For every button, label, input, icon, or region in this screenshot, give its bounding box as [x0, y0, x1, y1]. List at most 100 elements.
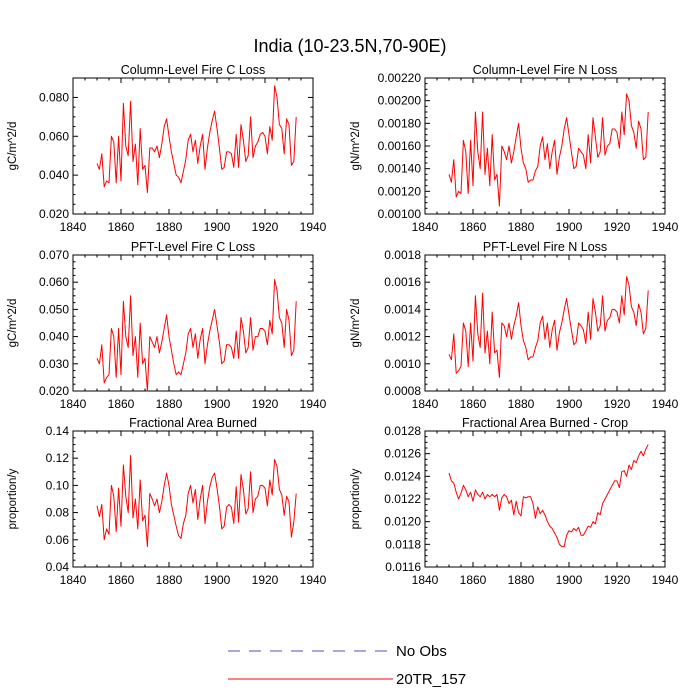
x-tick-label: 1940 — [300, 573, 327, 587]
legend-label-no-obs: No Obs — [396, 643, 447, 660]
y-tick-label: 0.14 — [46, 424, 70, 438]
y-tick-label: 0.00160 — [378, 139, 422, 153]
series-line-20tr-157 — [448, 276, 649, 378]
y-tick-label: 0.040 — [39, 168, 69, 182]
y-axis-label: gC/m^2/d — [7, 122, 19, 171]
panel-title: PFT-Level Fire C Loss — [131, 240, 255, 254]
x-tick-label: 1880 — [508, 397, 535, 411]
y-tick-label: 0.0124 — [384, 469, 421, 483]
plot-frame — [72, 430, 314, 568]
x-tick-label: 1900 — [204, 397, 231, 411]
y-tick-label: 0.030 — [39, 357, 69, 371]
y-tick-label: 0.020 — [39, 384, 69, 398]
x-tick-label: 1900 — [204, 220, 231, 234]
y-tick-label: 0.080 — [39, 90, 69, 104]
y-tick-label: 0.12 — [46, 451, 70, 465]
plot-frame — [424, 254, 666, 392]
series-line-20tr-157 — [448, 444, 649, 548]
x-tick-label: 1920 — [252, 397, 279, 411]
y-tick-label: 0.00100 — [378, 207, 422, 221]
x-tick-label: 1940 — [652, 220, 679, 234]
x-tick-label: 1860 — [460, 397, 487, 411]
x-tick-label: 1840 — [60, 397, 87, 411]
y-tick-label: 0.0010 — [384, 357, 421, 371]
panel-title: Column-Level Fire C Loss — [121, 63, 266, 77]
panel-5: Fractional Area Burned proportion/y 1840 18… — [7, 416, 327, 587]
x-tick-label: 1860 — [460, 573, 487, 587]
legend-label-20tr-157: 20TR_157 — [396, 671, 466, 688]
y-axis-label: proportion/y — [7, 468, 19, 529]
y-tick-label: 0.020 — [39, 207, 69, 221]
panel-title: Fractional Area Burned — [129, 416, 257, 430]
x-tick-label: 1920 — [604, 573, 631, 587]
y-tick-label: 0.050 — [39, 302, 69, 316]
x-tick-label: 1900 — [204, 573, 231, 587]
y-tick-label: 0.00220 — [378, 71, 422, 85]
panel-6: Fractional Area Burned - Crop proportion/… — [350, 416, 679, 587]
x-tick-label: 1840 — [412, 397, 439, 411]
x-tick-label: 1940 — [300, 397, 327, 411]
legend: No Obs 20TR_157 — [228, 643, 466, 688]
panel-grid: Column-Level Fire C Loss gC/m^2/d 1840 1860… — [7, 63, 679, 587]
x-tick-label: 1840 — [412, 573, 439, 587]
y-tick-label: 0.08 — [46, 506, 70, 520]
y-tick-label: 0.10 — [46, 478, 70, 492]
x-tick-label: 1880 — [508, 573, 535, 587]
x-tick-label: 1860 — [108, 573, 135, 587]
y-tick-label: 0.0014 — [384, 302, 421, 316]
series-line-20tr-157 — [96, 454, 297, 548]
y-tick-label: 0.0016 — [384, 275, 421, 289]
figure-title: India (10-23.5N,70-90E) — [253, 36, 446, 56]
x-tick-label: 1840 — [60, 573, 87, 587]
x-tick-label: 1940 — [652, 397, 679, 411]
plot-frame — [424, 430, 666, 568]
x-tick-label: 1880 — [156, 397, 183, 411]
y-axis-label: gN/m^2/d — [350, 299, 362, 348]
y-axis-label: gN/m^2/d — [350, 122, 362, 171]
y-tick-label: 0.00120 — [378, 184, 422, 198]
panel-title: Fractional Area Burned - Crop — [462, 416, 628, 430]
y-tick-label: 0.00140 — [378, 162, 422, 176]
x-tick-label: 1900 — [556, 573, 583, 587]
series-line-20tr-157 — [96, 85, 297, 194]
y-tick-label: 0.0122 — [384, 492, 421, 506]
panel-2: Column-Level Fire N Loss gN/m^2/d 1840 1860… — [350, 63, 679, 234]
x-tick-label: 1940 — [652, 573, 679, 587]
panel-title: Column-Level Fire N Loss — [473, 63, 618, 77]
panel-4: PFT-Level Fire N Loss gN/m^2/d 1840 1860 188… — [350, 240, 679, 411]
y-tick-label: 0.04 — [46, 560, 70, 574]
panel-title: PFT-Level Fire N Loss — [483, 240, 607, 254]
y-tick-label: 0.0120 — [384, 515, 421, 529]
panel-3: PFT-Level Fire C Loss gC/m^2/d 1840 1860 188… — [7, 240, 327, 411]
x-tick-label: 1840 — [412, 220, 439, 234]
y-axis-label: proportion/y — [350, 468, 362, 529]
y-tick-label: 0.0008 — [384, 384, 421, 398]
x-tick-label: 1920 — [252, 573, 279, 587]
x-tick-label: 1840 — [60, 220, 87, 234]
y-tick-label: 0.00180 — [378, 116, 422, 130]
x-tick-label: 1920 — [604, 397, 631, 411]
x-tick-label: 1860 — [108, 220, 135, 234]
y-tick-label: 0.06 — [46, 533, 70, 547]
y-tick-label: 0.00200 — [378, 94, 422, 108]
x-tick-label: 1860 — [108, 397, 135, 411]
y-tick-label: 0.060 — [39, 275, 69, 289]
x-tick-label: 1920 — [252, 220, 279, 234]
y-tick-label: 0.0126 — [384, 447, 421, 461]
y-tick-label: 0.040 — [39, 330, 69, 344]
x-tick-label: 1880 — [156, 573, 183, 587]
y-tick-label: 0.0118 — [385, 537, 421, 551]
x-tick-label: 1860 — [460, 220, 487, 234]
y-tick-label: 0.060 — [39, 129, 69, 143]
y-tick-label: 0.070 — [39, 248, 69, 262]
y-tick-label: 0.0018 — [384, 248, 421, 262]
series-line-20tr-157 — [448, 93, 649, 207]
x-tick-label: 1900 — [556, 220, 583, 234]
y-axis-label: gC/m^2/d — [7, 299, 19, 348]
x-tick-label: 1920 — [604, 220, 631, 234]
y-tick-label: 0.0128 — [384, 424, 421, 438]
panel-1: Column-Level Fire C Loss gC/m^2/d 1840 1860… — [7, 63, 327, 234]
x-tick-label: 1880 — [508, 220, 535, 234]
series-line-20tr-157 — [96, 278, 297, 392]
